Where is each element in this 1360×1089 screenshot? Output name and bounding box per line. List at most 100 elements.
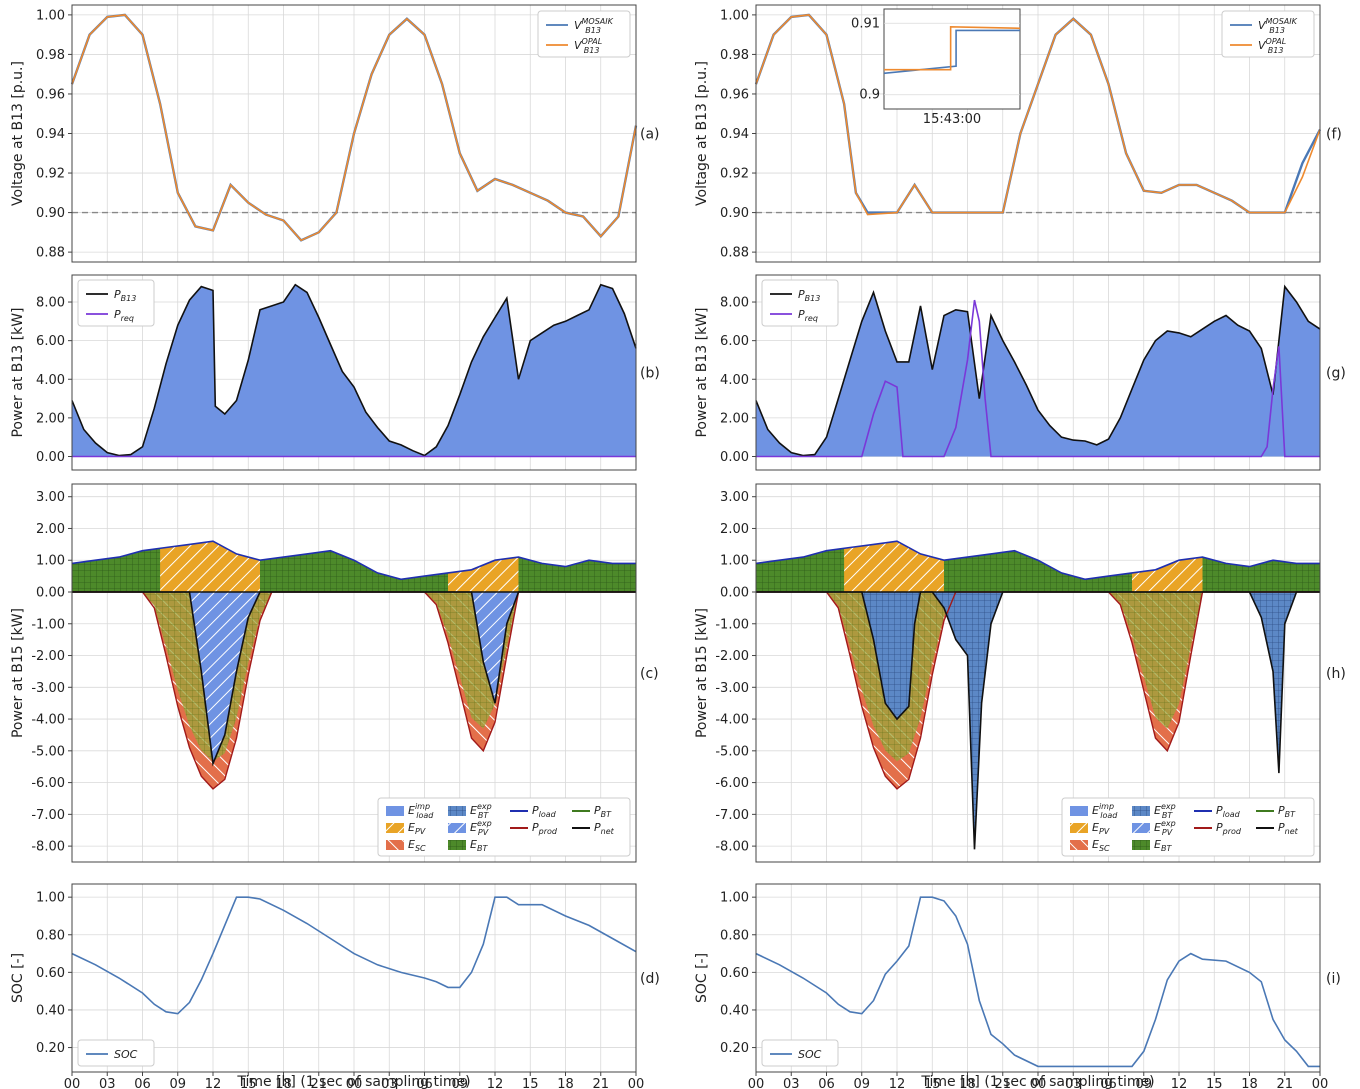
series-line-opal [755, 14, 1321, 216]
y-tick-label: 1.00 [720, 891, 749, 906]
plot-frame [71, 483, 637, 863]
y-tick-label: 6.00 [36, 334, 65, 349]
y-tick-label: -4.00 [31, 713, 65, 728]
legend-swatch [448, 840, 466, 850]
x-tick-label: 03 [381, 1077, 398, 1089]
legend-label: VMOSAIK B13 [1258, 17, 1298, 35]
x-tick-label: 03 [99, 1077, 116, 1089]
x-tick-label: 15 [924, 1077, 941, 1089]
y-tick-label: 0.40 [720, 1003, 749, 1018]
y-tick-label: -8.00 [31, 840, 65, 855]
plot-frame [755, 4, 1321, 263]
plot-frame [755, 274, 1321, 471]
panel-tag: (b) [640, 366, 660, 382]
legend-label: PB13 [114, 288, 136, 303]
y-tick-label: 0.60 [720, 966, 749, 981]
legend-label: VOPAL B13 [1258, 37, 1286, 55]
inset-x-tick-label: 15:43:00 [923, 112, 981, 127]
y-axis-label: Power at B13 [kW] [10, 307, 26, 437]
panel-d: 0.20 0.40 0.60 0.80 1.00 SOC [-] (d) SOC [10, 883, 660, 1073]
x-tick-label: 00 [748, 1077, 765, 1089]
y-tick-label: -1.00 [31, 617, 65, 632]
y-tick-label: 0.94 [720, 127, 749, 142]
y-tick-label: 6.00 [720, 334, 749, 349]
legend-swatch [1070, 840, 1088, 850]
legend-label: Pprod [532, 821, 558, 836]
inset-y-tick-label: 0.9 [859, 88, 880, 103]
y-tick-label: 0.00 [36, 450, 65, 465]
x-tick-label: 03 [1065, 1077, 1082, 1089]
y-axis-label: Power at B15 [kW] [10, 608, 26, 738]
y-axis-label: Power at B15 [kW] [694, 608, 710, 738]
panel-c: -8.00 -7.00 -6.00 -5.00 -4.00 -3.00 -2.00 -1.00… [10, 483, 659, 863]
legend-label: EPV [1092, 821, 1110, 836]
legend: VMOSAIK B13 VOPAL B13 [1221, 10, 1315, 58]
panel-g: 0.00 2.00 4.00 6.00 8.00 Power at B13 [kW] (g)… [694, 274, 1346, 471]
x-tick-label: 18 [1241, 1077, 1258, 1089]
y-tick-label: 2.00 [720, 522, 749, 537]
x-tick-label: 15 [240, 1077, 257, 1089]
legend-label: PBT [594, 804, 612, 819]
legend: SOC [77, 1039, 155, 1067]
y-tick-label: -1.00 [715, 617, 749, 632]
legend-label: Pnet [1278, 821, 1299, 836]
x-tick-label: 18 [959, 1077, 976, 1089]
x-axis-label: Time [h] (1 sec of sampling time) [920, 1074, 1154, 1089]
y-tick-label: -7.00 [31, 808, 65, 823]
panel-tag: (i) [1326, 971, 1341, 987]
x-tick-label: 12 [889, 1077, 906, 1089]
legend-label: SOC [798, 1048, 822, 1061]
x-tick-label: 09 [1135, 1077, 1152, 1089]
y-tick-label: -2.00 [715, 649, 749, 664]
panel-a: 0.88 0.90 0.92 0.94 0.96 0.98 1.00 Voltage at B… [10, 4, 660, 263]
inset-y-tick-label: 0.91 [851, 16, 880, 31]
panel-tag: (c) [640, 666, 659, 682]
y-tick-label: 4.00 [36, 373, 65, 388]
x-tick-label: 00 [346, 1077, 363, 1089]
panel-h: -8.00 -7.00 -6.00 -5.00 -4.00 -3.00 -2.00 -1.00… [694, 483, 1346, 863]
x-tick-label: 00 [1030, 1077, 1047, 1089]
legend-frame [377, 797, 631, 857]
series-line-soc [755, 896, 1320, 1068]
y-tick-label: 0.96 [36, 87, 65, 102]
legend: Eimp load Eexp BT Pload PBT EPV Eexp PV Pprod Pnet… [1061, 797, 1315, 857]
y-tick-label: -2.00 [31, 649, 65, 664]
legend-label: Eimp load [1092, 802, 1118, 820]
x-tick-label: 15 [522, 1077, 539, 1089]
legend-swatch [1132, 823, 1150, 833]
series-line-p-load [755, 540, 1320, 581]
y-axis-label: Power at B13 [kW] [694, 307, 710, 437]
x-tick-label: 06 [1100, 1077, 1117, 1089]
legend-swatch [386, 806, 404, 816]
y-tick-label: 0.96 [720, 87, 749, 102]
x-tick-label: 21 [1276, 1077, 1293, 1089]
y-tick-label: 1.00 [720, 8, 749, 23]
x-tick-label: 18 [275, 1077, 292, 1089]
y-tick-label: -8.00 [715, 840, 749, 855]
legend-swatch [386, 823, 404, 833]
y-tick-label: -4.00 [715, 713, 749, 728]
legend-frame [761, 1039, 839, 1067]
legend-label: PB13 [798, 288, 820, 303]
legend-frame [77, 1039, 155, 1067]
x-tick-label: 12 [487, 1077, 504, 1089]
y-tick-label: 0.92 [36, 167, 65, 182]
y-tick-label: 3.00 [720, 490, 749, 505]
legend-label: Eexp BT [470, 802, 492, 820]
legend-label: VMOSAIK B13 [574, 17, 614, 35]
legend: PB13 Preq [77, 279, 155, 327]
y-tick-label: 1.00 [720, 554, 749, 569]
legend-label: Pnet [594, 821, 615, 836]
y-tick-label: 0.20 [36, 1041, 65, 1056]
legend: PB13 Preq [761, 279, 839, 327]
series-line-p-b13 [71, 283, 637, 457]
area-e-exp [756, 592, 1320, 850]
legend-label: SOC [114, 1048, 138, 1061]
y-tick-label: 0.60 [36, 966, 65, 981]
y-tick-label: 0.40 [36, 1003, 65, 1018]
x-tick-label: 21 [994, 1077, 1011, 1089]
y-tick-label: 0.80 [36, 928, 65, 943]
x-tick-label: 18 [557, 1077, 574, 1089]
legend-swatch [1070, 823, 1088, 833]
